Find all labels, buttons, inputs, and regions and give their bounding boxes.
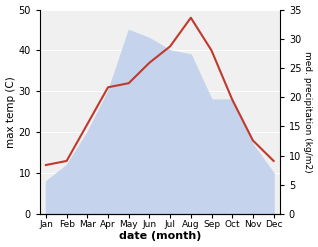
- Y-axis label: max temp (C): max temp (C): [5, 76, 16, 148]
- X-axis label: date (month): date (month): [119, 231, 201, 242]
- Y-axis label: med. precipitation (kg/m2): med. precipitation (kg/m2): [303, 51, 313, 173]
